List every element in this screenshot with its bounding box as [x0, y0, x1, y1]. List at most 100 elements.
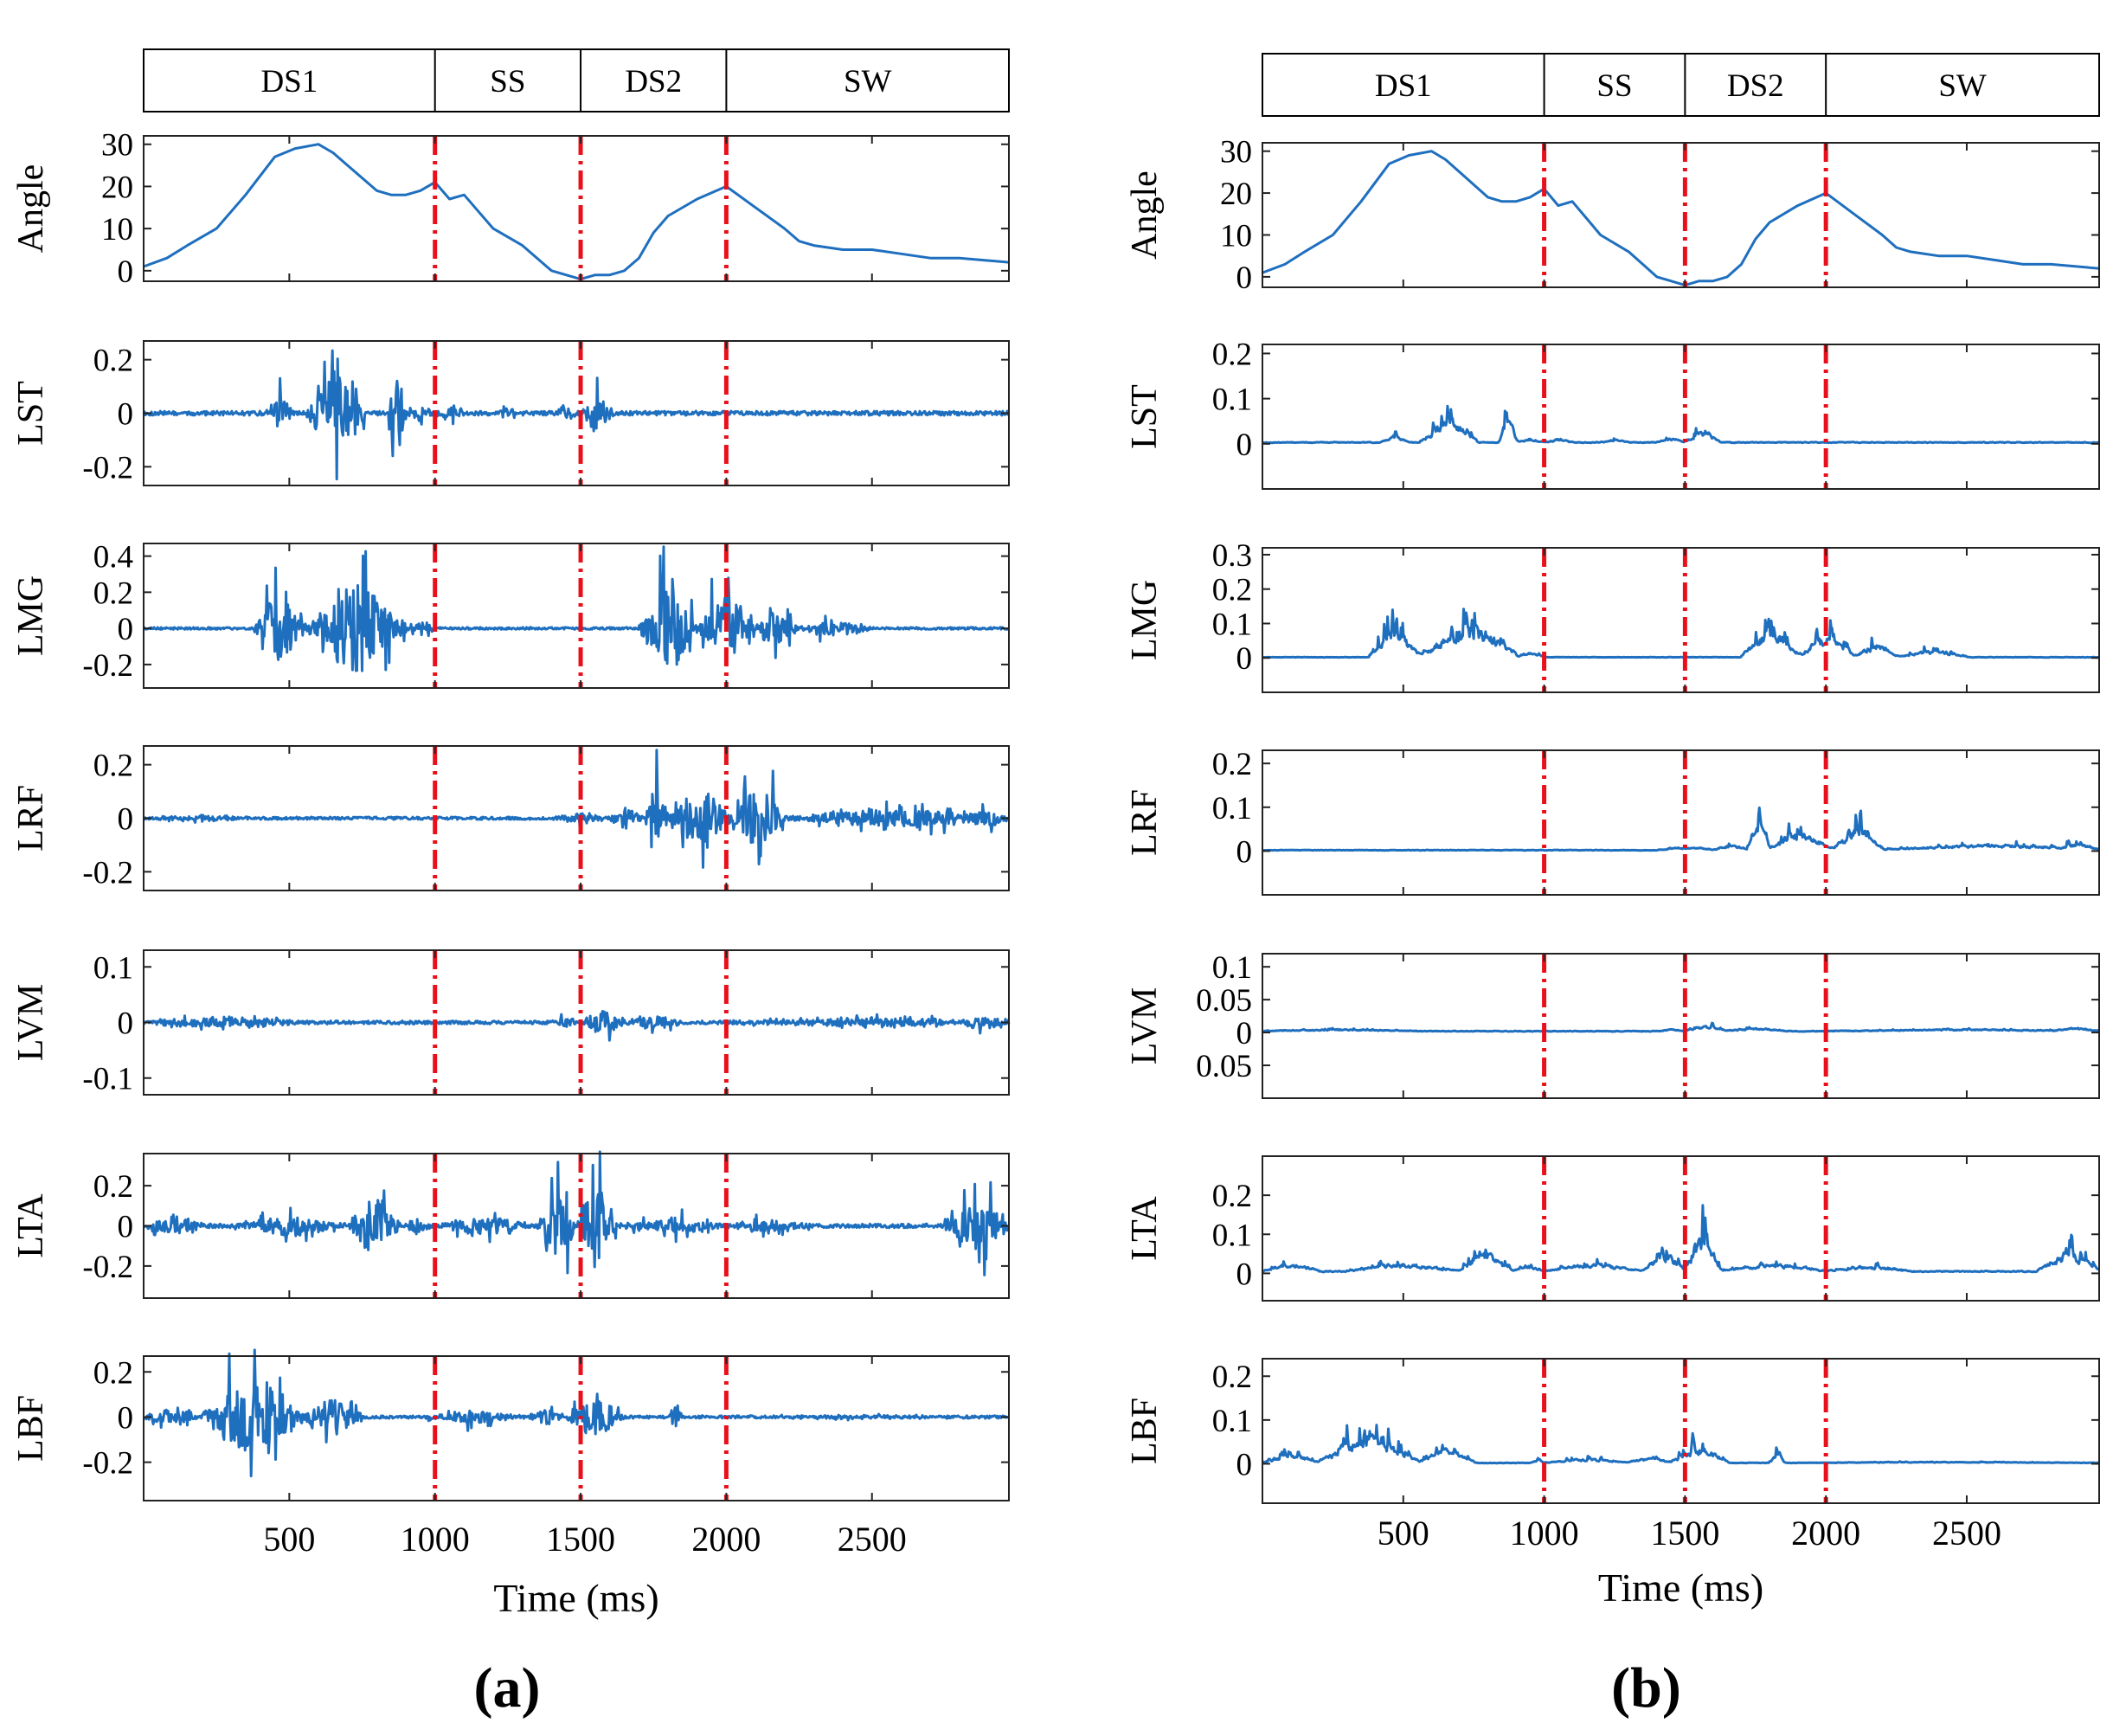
axes-frame — [1262, 1155, 2100, 1302]
y-axis-label-lst: LST — [1125, 384, 1165, 449]
y-tick-label: 0 — [1236, 260, 1253, 296]
y-axis-label-lrf: LRF — [1125, 789, 1165, 856]
y-axis-label-lmg: LMG — [1125, 580, 1165, 660]
y-axis-label-angle: Angle — [11, 164, 51, 254]
subplot-lmg: 0.30.20.10 LMG — [1125, 538, 2100, 693]
y-tick-label: -0.2 — [82, 648, 133, 684]
y-axis-label-lvm: LVM — [1125, 987, 1165, 1064]
y-tick-label: 0.05 — [1196, 1049, 1252, 1084]
y-tick-label: 10 — [1220, 218, 1252, 254]
signal-line-lst — [142, 349, 1011, 481]
phase-bar-frame — [143, 48, 1010, 113]
y-tick-label: 0 — [1236, 641, 1253, 677]
signal-line-lbf — [1261, 1424, 2100, 1465]
axes-frame — [1262, 547, 2100, 693]
x-tick-label: 1000 — [1510, 1514, 1579, 1553]
y-tick-label: 0.1 — [1212, 791, 1252, 826]
subplot-lst: 0.2 0.1 0 LST — [1125, 337, 2100, 490]
y-tick-label: 0 — [118, 1210, 134, 1245]
phase-label-ds1: DS1 — [260, 64, 318, 100]
y-tick-label: 0 — [1236, 1447, 1253, 1482]
signal-line-lmg — [143, 545, 1010, 672]
signal-line-lrf — [1262, 806, 2101, 852]
y-tick-label: 20 — [101, 170, 133, 205]
subplot-angle: 30 20 10 0 Angle — [11, 128, 1010, 290]
panel-a: DS1 SS DS2 SW3020100Angle0.20-0.2LST0.40.20… — [11, 48, 1011, 1720]
y-tick-label: 0 — [118, 612, 134, 647]
subplot-lbf: 0.2 0.1 0 LBF — [1125, 1358, 2100, 1504]
subplot-lst: 0.2 0 -0.2 LST — [11, 340, 1011, 486]
axes-frame — [1262, 142, 2100, 288]
x-tick-label: 500 — [1378, 1514, 1429, 1553]
y-tick-label: 0.1 — [1212, 1218, 1252, 1253]
x-tick-label: 2500 — [838, 1520, 907, 1559]
phase-label-ds2: DS2 — [1727, 68, 1784, 104]
y-tick-label: 0.05 — [1196, 983, 1252, 1019]
y-tick-label: -0.2 — [82, 1446, 133, 1482]
axes-frame — [1262, 749, 2100, 896]
y-tick-label: 0 — [118, 1006, 134, 1042]
y-axis-label-lta: LTA — [1125, 1196, 1165, 1261]
y-axis-label-lbf: LBF — [1125, 1398, 1165, 1464]
subplot-lrf: 0.2 0 -0.2 LRF — [11, 745, 1010, 891]
x-tick-label: 1500 — [1650, 1514, 1719, 1553]
panel-caption-a: (a) — [474, 1656, 541, 1720]
phase-label-sw: SW — [844, 64, 892, 100]
y-tick-label: 10 — [101, 212, 133, 248]
subplot-lbf: 0.2 0 -0.2 LBF — [11, 1348, 1010, 1501]
y-tick-label: 0.3 — [1212, 538, 1252, 574]
y-tick-label: 0.1 — [1212, 1404, 1252, 1439]
y-tick-label: 0 — [118, 1400, 134, 1436]
axes-frame — [143, 135, 1010, 282]
y-tick-label: 0.2 — [93, 749, 133, 784]
y-tick-label: 0 — [118, 254, 134, 290]
x-axis-label: Time (ms) — [1598, 1566, 1763, 1610]
x-axis-label: Time (ms) — [493, 1576, 658, 1620]
y-tick-label: -0.1 — [82, 1062, 133, 1097]
phase-label-ds2: DS2 — [625, 64, 682, 100]
phase-label-ds1: DS1 — [1375, 68, 1432, 104]
signal-line-lta — [142, 1150, 1011, 1276]
x-tick-label: 1500 — [546, 1520, 615, 1559]
y-tick-label: 0.2 — [1212, 573, 1252, 608]
y-tick-label: -0.2 — [82, 855, 133, 891]
y-tick-label: 0 — [1236, 1016, 1253, 1051]
x-tick-label: 1000 — [401, 1520, 470, 1559]
axes-frame — [143, 543, 1010, 689]
signal-line-lvm — [142, 1010, 1011, 1042]
signal-line-lst — [1262, 404, 2100, 445]
y-tick-label: -0.2 — [82, 450, 133, 485]
y-tick-label: 20 — [1220, 177, 1252, 212]
y-tick-label: 0 — [1236, 834, 1253, 870]
phase-bar: DS1 SS DS2 SW — [143, 48, 1010, 113]
y-tick-label: 0 — [118, 397, 134, 433]
y-tick-label: 0.1 — [1212, 383, 1252, 418]
y-tick-label: 0.2 — [1212, 337, 1252, 372]
y-axis-label-lta: LTA — [11, 1193, 51, 1258]
y-tick-label: 0 — [1236, 1257, 1253, 1292]
axes-frame — [1262, 344, 2100, 490]
y-tick-label: 30 — [101, 128, 133, 164]
y-tick-label: 0.2 — [1212, 1360, 1252, 1395]
signal-line-lbf — [143, 1348, 1010, 1478]
x-tick-label: 2000 — [1791, 1514, 1860, 1553]
subplot-lvm: 0.1 0 -0.1 LVM — [11, 949, 1011, 1097]
subplot-angle: 30 20 10 0 Angle — [1125, 135, 2100, 296]
phase-bar: DS1 SS DS2 SW — [1262, 53, 2100, 117]
signal-line-lvm — [1262, 1021, 2100, 1033]
x-tick-label: 2000 — [691, 1520, 761, 1559]
y-tick-label: 0 — [118, 802, 134, 838]
subplot-lrf: 0.2 0.1 0 LRF — [1125, 747, 2101, 896]
phase-label-ss: SS — [490, 64, 525, 100]
y-tick-label: 0.2 — [93, 344, 133, 379]
panel-b: DS1 SS DS2 SW3020100Angle0.20.10LST0.30.20.… — [1125, 53, 2101, 1720]
axes-frame — [1262, 953, 2100, 1099]
phase-label-sw: SW — [1938, 68, 1987, 104]
y-tick-label: 0 — [1236, 428, 1253, 463]
subplot-lta: 0.2 0 -0.2 LTA — [11, 1150, 1011, 1299]
subplot-lta: 0.2 0.1 0 LTA — [1125, 1155, 2100, 1302]
y-axis-label-lst: LST — [11, 381, 51, 446]
y-tick-label: 0.2 — [1212, 747, 1252, 782]
